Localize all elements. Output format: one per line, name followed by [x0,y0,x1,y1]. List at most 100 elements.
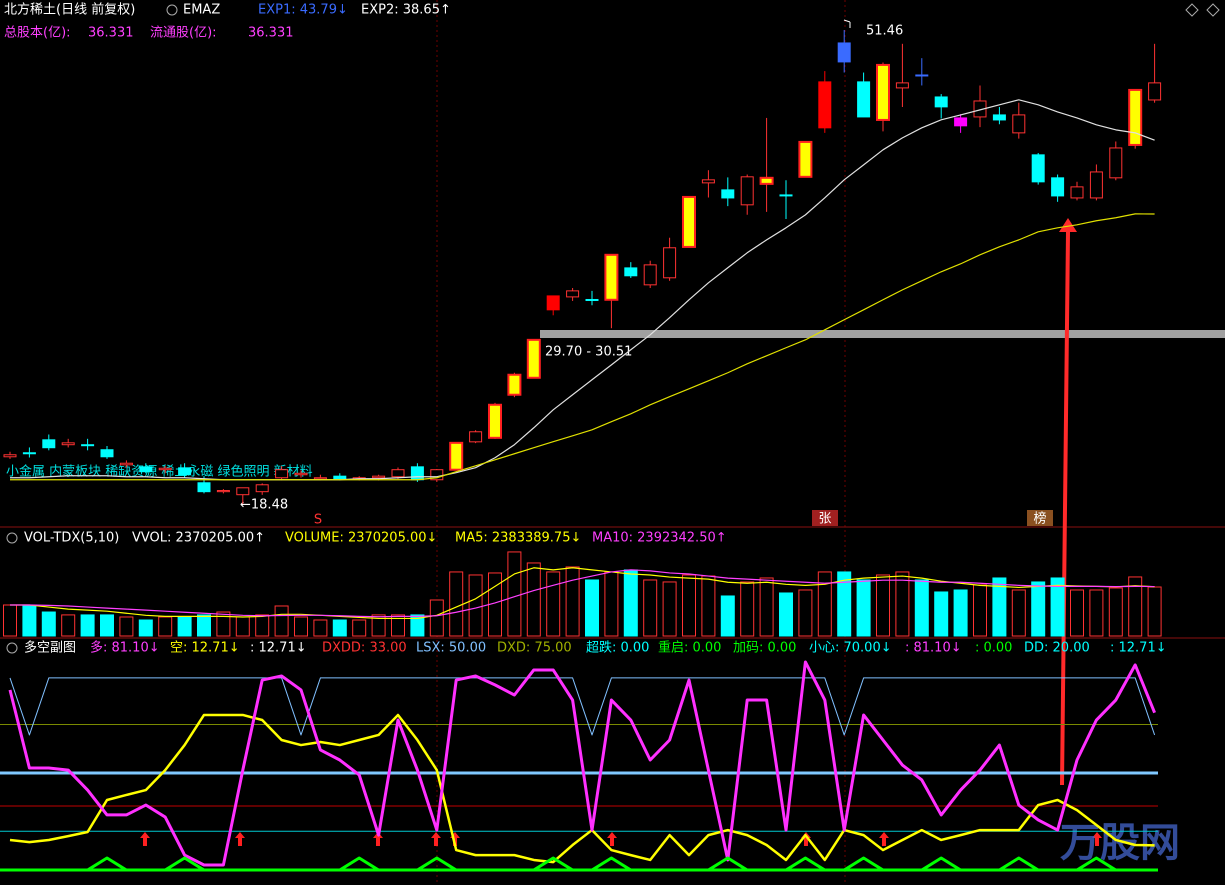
candle-body [837,42,851,63]
candle-body [507,373,522,396]
arrow [373,832,383,846]
volume-bar [1050,577,1065,637]
volume-bar [391,614,405,637]
header-label: 多空副图 [24,640,76,656]
candle-body [798,140,813,178]
signal: 榜 [1033,511,1046,527]
header-label: LSX: 50.00 [416,641,486,656]
volume-bar [449,571,464,637]
candle-body [22,452,36,455]
volume-bar [507,551,522,637]
volume-bar [61,614,76,637]
window-icon[interactable] [1185,3,1220,17]
ma-line [10,213,1155,481]
candle-body [1012,114,1026,134]
candle-body [1070,186,1084,199]
candle-body [759,176,774,185]
candle-body [915,74,929,77]
candle-body [895,82,909,89]
volume-bar [158,616,173,637]
volume-bar [80,614,95,637]
candle-body [197,482,211,493]
header-label: 空: 12.71↓ [170,641,240,656]
header-label: : 0.00 [975,641,1012,656]
candle-body [158,467,172,471]
big-arrow [1059,218,1077,785]
volume-bar [119,616,134,637]
volume-bar [546,571,561,637]
volume-bar [895,571,910,637]
volume-bar [876,574,890,637]
candle-body [876,63,890,121]
volume-bar [332,619,347,637]
badge [812,510,838,526]
volume-bar [429,599,444,637]
volume-bar [100,614,114,637]
indicator-line [9,677,1156,736]
candle-body [1148,82,1162,101]
header-label: 总股本(亿): [4,26,71,41]
header-label: 超跌: 0.00 [586,640,649,656]
buy-signals [140,832,1102,846]
volume-bar [468,574,483,637]
candle-body [139,466,153,473]
volume-bar [197,614,211,637]
volume-bar [352,619,367,637]
icon[interactable] [6,532,18,544]
icon[interactable] [166,4,178,16]
pointer [843,19,851,28]
arrow [607,832,617,846]
candle-body [857,81,871,118]
candle-body [313,477,327,480]
volume-ma-line [10,567,1155,620]
candle-body [410,466,424,481]
volume-ma-line [10,569,1155,618]
header-label: DXDD: 33.00 [322,641,407,656]
candle-body [1031,154,1045,183]
volume-bar [643,579,658,637]
candle-body [81,444,95,447]
candle-body [42,439,56,449]
candle-body [663,247,677,279]
header-label: VVOL: 2370205.00↑ [132,531,265,546]
volume-bar [992,577,1007,637]
volume-bar [41,611,56,637]
volume-bar [759,577,774,637]
candle-body [526,338,541,379]
candle-body [294,472,308,476]
volume-bar [856,579,871,637]
volume-bar [138,619,153,637]
indicator-line [10,856,1155,872]
header-label: 36.331 [88,26,134,41]
volume-bar [1108,587,1123,637]
volume-bar [779,592,793,637]
indicator-line [8,660,1156,867]
header-label: EXP2: 38.65↑ [361,3,451,18]
candle-body [216,490,230,493]
volume-bar [662,581,677,637]
header-label: MA10: 2392342.50↑ [592,531,727,546]
candle-body [391,469,405,478]
candle-body [934,96,948,108]
icon[interactable] [6,642,18,654]
header-label: 多: 81.10↓ [90,640,160,656]
header-label: 重启: 0.00 [658,640,721,656]
candle-body [333,475,347,480]
candle-body [973,100,987,118]
candle-body [430,469,444,481]
volume-bar [837,571,852,637]
candle-body [624,267,638,277]
volume-bar [973,584,987,637]
header-label: 36.331 [248,26,294,41]
candle-body [255,484,269,493]
candle-body [1089,171,1103,199]
candle-body [566,290,580,298]
volume-bar [235,616,250,637]
header-label: 流通股(亿): [150,26,217,41]
candle-body [992,114,1006,121]
volume-bar [526,562,541,637]
candle-body [119,462,133,466]
candle-body [449,441,464,471]
candle-body [372,475,386,479]
